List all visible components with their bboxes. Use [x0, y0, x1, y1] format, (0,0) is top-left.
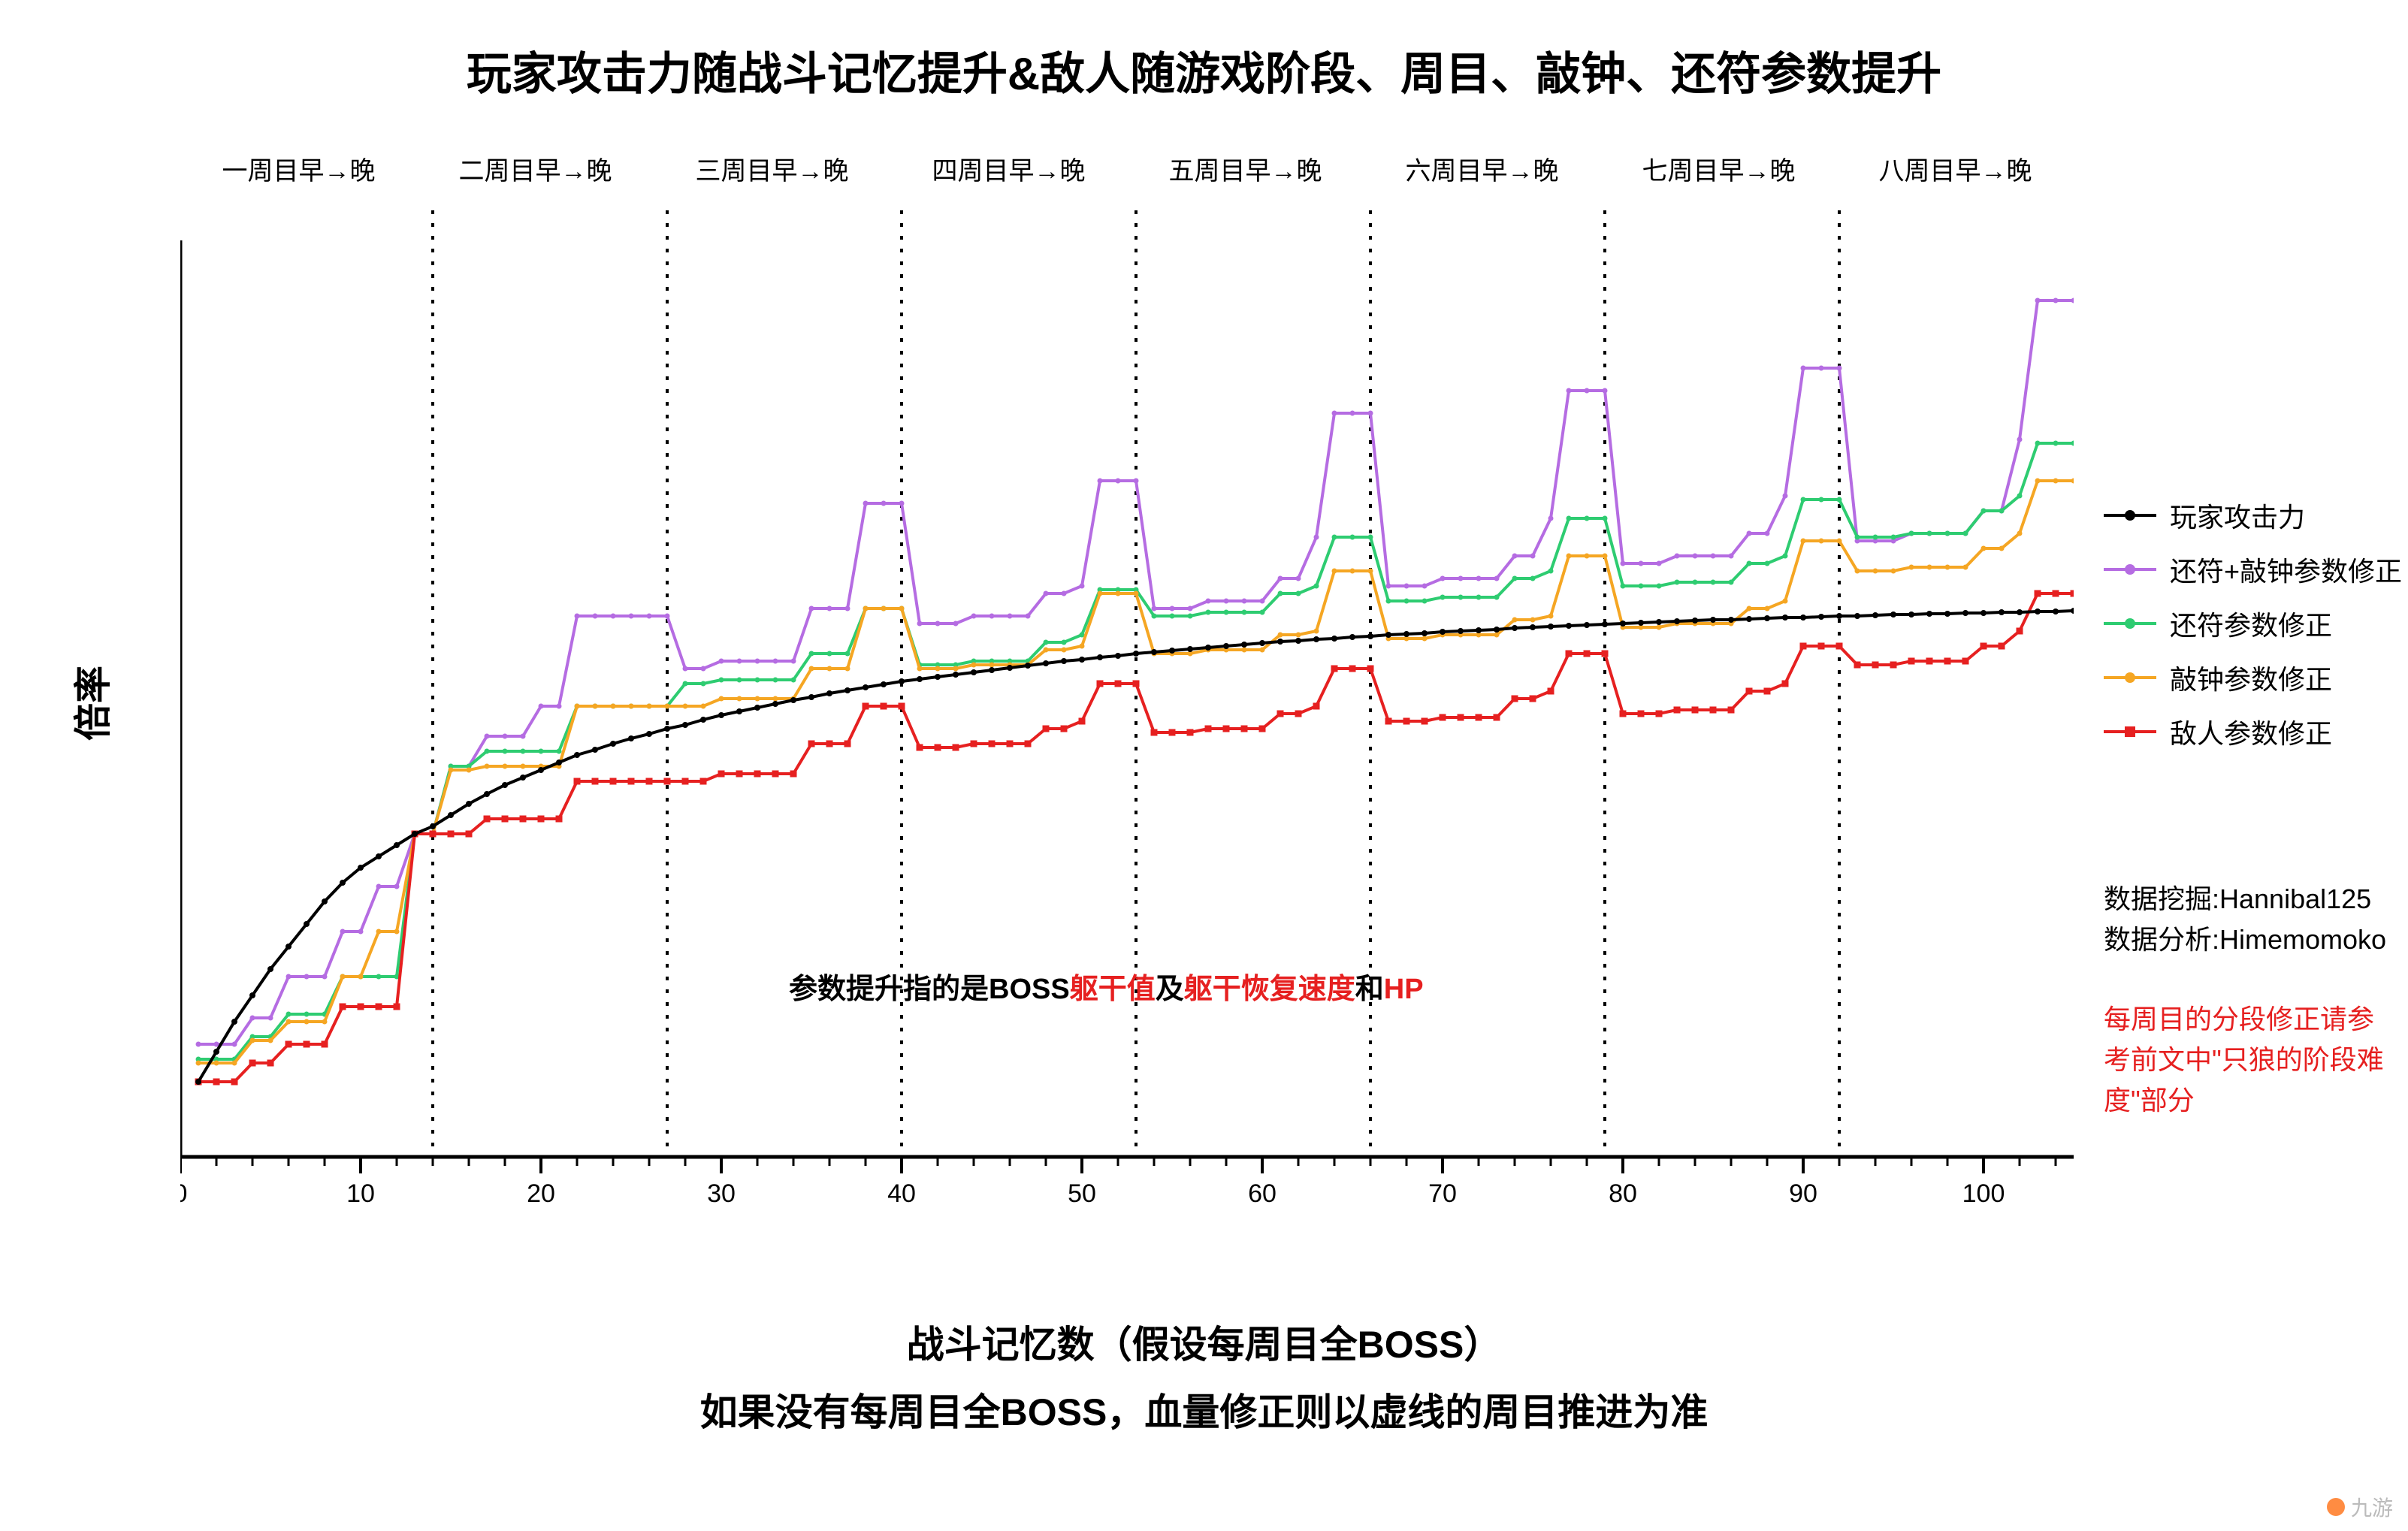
note-red: 每周目的分段修正请参考前文中"只狼的阶段难度"部分 — [2104, 999, 2389, 1121]
legend-item: 敲钟参数修正 — [2104, 658, 2402, 697]
legend-label: 还符参数修正 — [2170, 604, 2332, 643]
svg-text:0: 0 — [180, 1179, 187, 1208]
legend-item: 还符+敲钟参数修正 — [2104, 550, 2402, 589]
legend-swatch — [2104, 568, 2156, 571]
credits: 数据挖掘:Hannibal125 数据分析:Himemomoko — [2104, 879, 2386, 960]
annotation-part: HP — [1384, 974, 1424, 1005]
x-axis-sublabel: 如果没有每周目全BOSS，血量修正则以虚线的周目推进为准 — [0, 1382, 2408, 1436]
legend-label: 敲钟参数修正 — [2170, 658, 2332, 697]
cycle-label: 三周目早→晚 — [654, 150, 890, 187]
page: 玩家攻击力随战斗记忆提升&敌人随游戏阶段、周目、敲钟、还符参数提升 一周目早→晚… — [0, 0, 2408, 1531]
annotation-part: 躯干值 — [1070, 974, 1156, 1005]
watermark-icon — [2327, 1498, 2345, 1516]
watermark-text: 九游 — [2351, 1492, 2393, 1522]
credit-analysis: 数据分析:Himemomoko — [2104, 920, 2386, 960]
svg-text:90: 90 — [1789, 1179, 1817, 1208]
svg-text:50: 50 — [1068, 1179, 1096, 1208]
legend-label: 还符+敲钟参数修正 — [2170, 550, 2402, 589]
cycle-label: 二周目早→晚 — [417, 150, 654, 187]
legend: 玩家攻击力还符+敲钟参数修正还符参数修正敲钟参数修正敌人参数修正 — [2104, 496, 2402, 766]
legend-item: 还符参数修正 — [2104, 604, 2402, 643]
legend-marker — [2125, 510, 2135, 521]
legend-swatch — [2104, 622, 2156, 625]
annotation-part: 及 — [1156, 974, 1184, 1005]
legend-label: 玩家攻击力 — [2170, 496, 2305, 535]
cycle-label: 五周目早→晚 — [1127, 150, 1364, 187]
svg-text:10: 10 — [346, 1179, 375, 1208]
legend-item: 玩家攻击力 — [2104, 496, 2402, 535]
legend-marker — [2125, 672, 2135, 683]
legend-swatch — [2104, 730, 2156, 733]
legend-item: 敌人参数修正 — [2104, 712, 2402, 751]
svg-text:60: 60 — [1248, 1179, 1277, 1208]
annotation-part: 参数提升指的是BOSS — [789, 974, 1070, 1005]
cycle-label: 七周目早→晚 — [1600, 150, 1837, 187]
svg-text:40: 40 — [887, 1179, 916, 1208]
chart-title: 玩家攻击力随战斗记忆提升&敌人随游戏阶段、周目、敲钟、还符参数提升 — [0, 38, 2408, 103]
legend-marker — [2125, 618, 2135, 629]
x-axis-label: 战斗记忆数（假设每周目全BOSS） — [0, 1315, 2408, 1369]
legend-marker — [2125, 564, 2135, 575]
chart-plot: 01234567891011120102030405060708090100 — [180, 203, 2074, 1217]
y-axis-label: 倍率 — [63, 666, 117, 741]
legend-swatch — [2104, 676, 2156, 679]
cycle-label: 六周目早→晚 — [1364, 150, 1600, 187]
cycle-label: 八周目早→晚 — [1837, 150, 2074, 187]
legend-label: 敌人参数修正 — [2170, 712, 2332, 751]
cycle-labels-row: 一周目早→晚 二周目早→晚 三周目早→晚 四周目早→晚 五周目早→晚 六周目早→… — [180, 150, 2074, 187]
mid-annotation: 参数提升指的是BOSS躯干值及躯干恢复速度和HP — [789, 965, 1424, 1007]
cycle-label: 一周目早→晚 — [180, 150, 417, 187]
annotation-part: 和 — [1355, 974, 1384, 1005]
svg-text:30: 30 — [707, 1179, 736, 1208]
svg-text:70: 70 — [1428, 1179, 1457, 1208]
svg-text:20: 20 — [527, 1179, 555, 1208]
credit-mining: 数据挖掘:Hannibal125 — [2104, 879, 2386, 920]
legend-marker — [2125, 726, 2135, 737]
watermark: 九游 — [2327, 1492, 2393, 1522]
legend-swatch — [2104, 514, 2156, 517]
svg-text:100: 100 — [1962, 1179, 2005, 1208]
svg-text:80: 80 — [1609, 1179, 1637, 1208]
cycle-label: 四周目早→晚 — [890, 150, 1127, 187]
annotation-part: 躯干恢复速度 — [1184, 974, 1355, 1005]
